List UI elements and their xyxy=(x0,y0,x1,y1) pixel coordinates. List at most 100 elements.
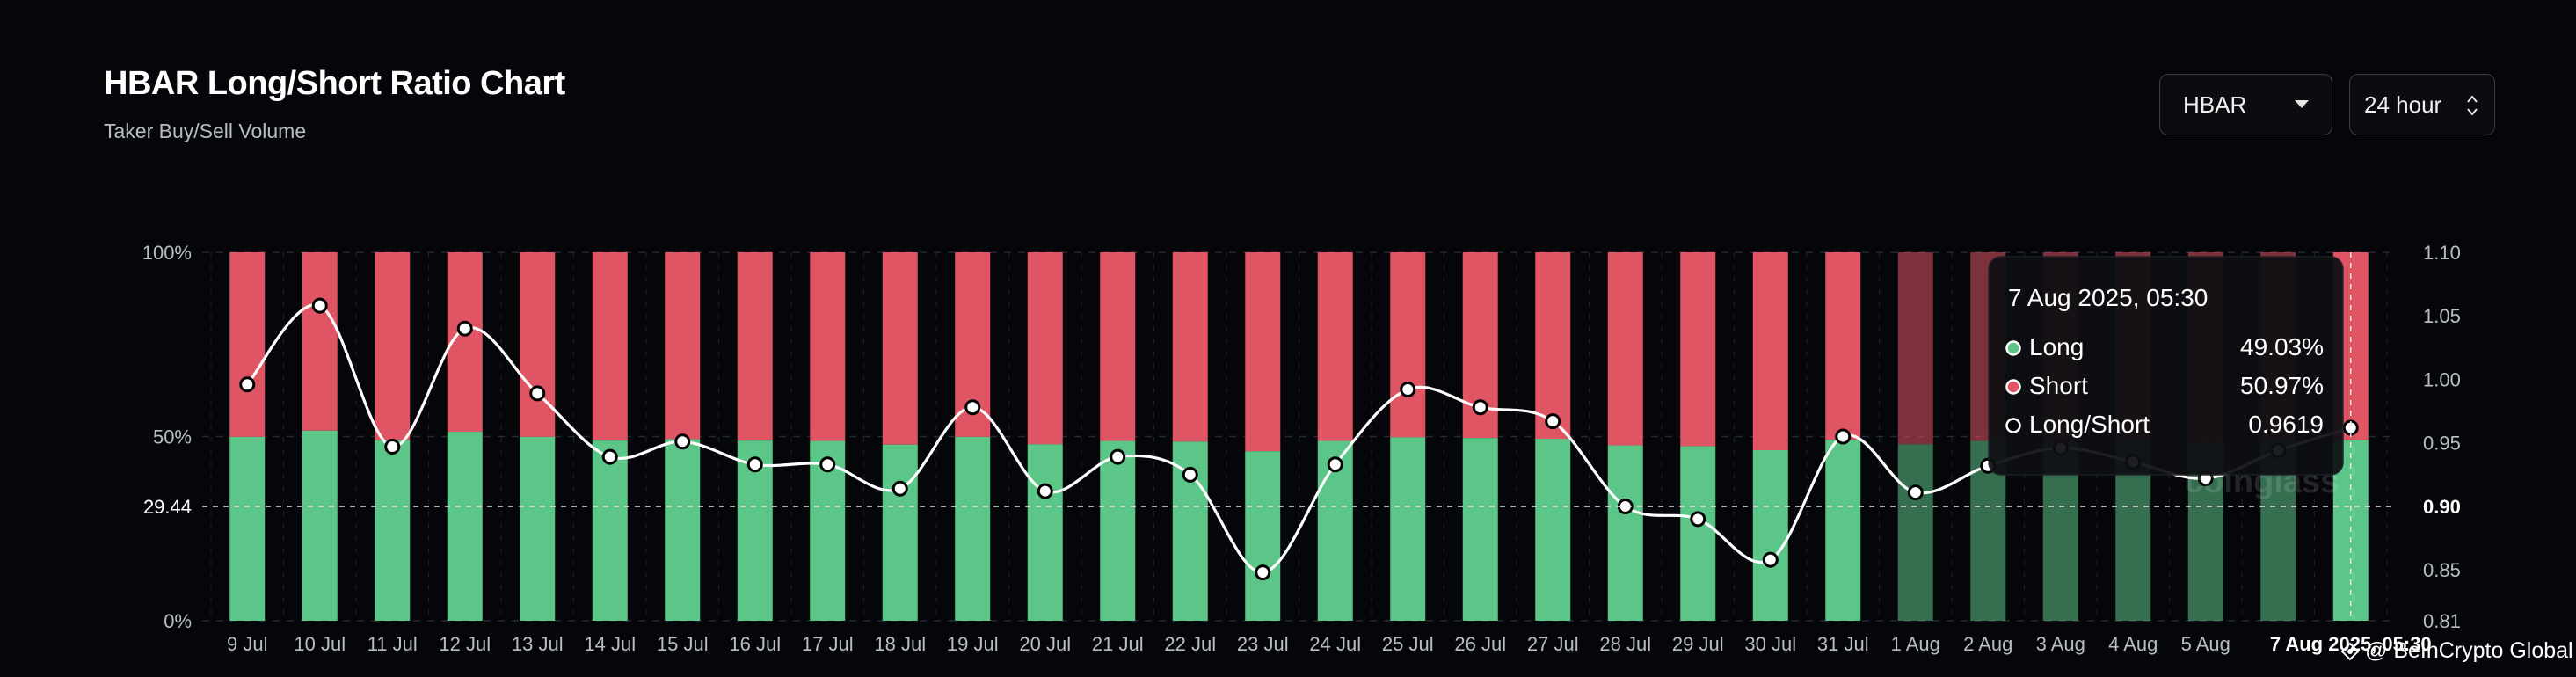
short-bar xyxy=(1245,252,1281,452)
tooltip-label: Long xyxy=(2029,333,2084,360)
short-bar xyxy=(1317,252,1353,441)
page-title: HBAR Long/Short Ratio Chart xyxy=(104,65,565,102)
long-bar xyxy=(665,439,701,621)
x-tick-label: 16 Jul xyxy=(729,633,781,655)
ratio-point xyxy=(964,399,981,416)
x-tick-label: 17 Jul xyxy=(802,633,854,655)
long-bar xyxy=(1027,444,1063,621)
long-bar xyxy=(1680,446,1716,621)
time-range-select[interactable]: 24 hour xyxy=(2349,74,2495,135)
page-subtitle: Taker Buy/Sell Volume xyxy=(104,120,307,142)
x-tick-label: 26 Jul xyxy=(1454,633,1506,655)
short-bar xyxy=(375,252,411,440)
x-tick-label: 25 Jul xyxy=(1382,633,1434,655)
long-bar xyxy=(302,430,338,621)
short-bar xyxy=(665,252,701,440)
x-tick-label: 11 Jul xyxy=(367,633,418,655)
tooltip-date: 7 Aug 2025, 05:30 xyxy=(2008,284,2208,311)
x-tick-label: 21 Jul xyxy=(1092,633,1144,655)
tooltip-value: 0.9619 xyxy=(2248,411,2324,438)
long-bar xyxy=(229,436,266,621)
x-tick-label: 31 Jul xyxy=(1817,633,1869,655)
beincrypto-logo-icon xyxy=(2340,642,2360,660)
long-bar xyxy=(1462,438,1498,621)
short-bar xyxy=(1607,252,1643,446)
x-tick-label: 2 Aug xyxy=(1963,633,2012,655)
x-tick-label: 4 Aug xyxy=(2108,633,2158,655)
ratio-point xyxy=(456,320,473,337)
short-bar xyxy=(1027,252,1063,445)
short-bar xyxy=(737,252,773,441)
x-tick-label: 12 Jul xyxy=(439,633,491,655)
long-bar xyxy=(1100,440,1136,621)
ratio-point xyxy=(674,433,691,450)
ratio-point xyxy=(1110,448,1126,465)
tooltip-legend-dot xyxy=(2005,340,2021,356)
short-bar xyxy=(1100,252,1136,441)
coin-select-value: HBAR xyxy=(2183,91,2247,118)
x-tick-label: 30 Jul xyxy=(1744,633,1796,655)
coin-select[interactable]: HBAR xyxy=(2159,74,2332,135)
y-right-tick-label: 0.81 xyxy=(2423,610,2461,632)
x-tick-label: 3 Aug xyxy=(2036,633,2085,655)
ratio-point xyxy=(1255,564,1271,581)
ratio-point xyxy=(311,297,328,314)
x-tick-label: 20 Jul xyxy=(1019,633,1071,655)
ratio-point xyxy=(1400,382,1416,398)
x-tick-label: 29 Jul xyxy=(1672,633,1724,655)
x-tick-label: 15 Jul xyxy=(657,633,709,655)
long-bar xyxy=(1390,437,1426,621)
short-bar xyxy=(1390,252,1426,438)
y-right-tick-label: 1.00 xyxy=(2423,368,2461,390)
crosshair-left-label: 29.44 xyxy=(143,496,192,518)
long-bar xyxy=(1245,451,1281,621)
short-bar xyxy=(882,252,918,445)
tooltip-box xyxy=(1988,256,2344,476)
short-bar xyxy=(1752,252,1788,451)
watermark-text: @ BeInCrypto Global xyxy=(2365,638,2573,663)
y-right-tick-label: 1.10 xyxy=(2423,242,2461,264)
short-bar xyxy=(302,252,338,431)
ratio-point xyxy=(1835,428,1852,445)
long-bar xyxy=(1535,439,1571,621)
long-bar xyxy=(447,432,483,621)
x-tick-label: 1 Aug xyxy=(1891,633,1940,655)
x-tick-label: 10 Jul xyxy=(294,633,346,655)
ratio-point xyxy=(384,439,401,455)
short-bar xyxy=(1535,252,1571,440)
y-left-tick-label: 50% xyxy=(153,426,192,448)
y-left-tick-label: 100% xyxy=(142,242,192,264)
ratio-point xyxy=(1327,456,1343,473)
long-bar xyxy=(1752,450,1788,621)
ratio-point xyxy=(1907,484,1924,501)
short-bar xyxy=(1897,252,1933,445)
x-tick-label: 14 Jul xyxy=(584,633,636,655)
x-tick-label: 13 Jul xyxy=(512,633,564,655)
ratio-point xyxy=(529,385,546,402)
watermark: @ BeInCrypto Global xyxy=(2340,638,2573,664)
y-right-tick-label: 0.95 xyxy=(2423,433,2461,455)
ratio-point xyxy=(239,376,256,393)
tooltip-legend-dot xyxy=(2005,379,2021,395)
ratio-point xyxy=(1545,413,1561,430)
x-tick-label: 28 Jul xyxy=(1599,633,1651,655)
crosshair-right-label: 0.90 xyxy=(2423,496,2461,518)
ratio-point xyxy=(1182,466,1198,483)
ratio-point xyxy=(1762,551,1779,568)
tooltip-legend-dot xyxy=(2005,418,2021,433)
tooltip-value: 49.03% xyxy=(2240,333,2324,360)
long-bar xyxy=(882,444,918,621)
long-bar xyxy=(375,440,411,621)
ratio-point xyxy=(1472,399,1488,416)
long-bar xyxy=(520,436,556,621)
time-range-value: 24 hour xyxy=(2364,91,2442,118)
ratio-point xyxy=(1690,511,1706,528)
tooltip-value: 50.97% xyxy=(2240,372,2324,399)
x-tick-label: 27 Jul xyxy=(1527,633,1579,655)
long-bar xyxy=(1825,440,1861,621)
x-tick-label: 22 Jul xyxy=(1164,633,1216,655)
short-bar xyxy=(810,252,846,441)
x-tick-label: 19 Jul xyxy=(947,633,999,655)
chevron-down-icon xyxy=(2295,100,2309,108)
